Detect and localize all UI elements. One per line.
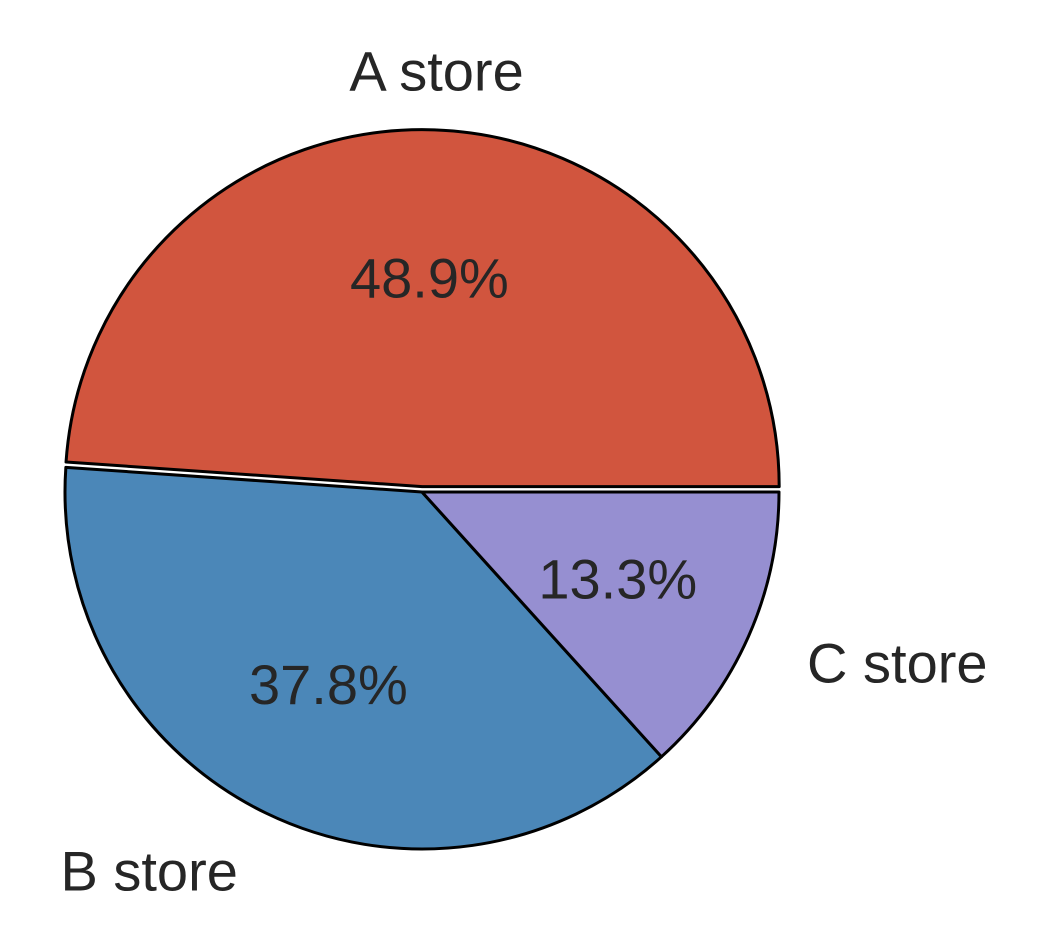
pie-labels: A store 48.9% B store 37.8% C store 13.3% <box>60 39 987 902</box>
slice-category-label: A store <box>349 39 523 102</box>
pie-slice-a-store <box>64 128 781 489</box>
pie-slice-c-store <box>420 490 781 759</box>
slice-percent-label: 48.9% <box>350 246 509 309</box>
slice-category-label: C store <box>807 631 988 694</box>
pie-slice-b-store <box>63 465 663 851</box>
pie-slices <box>63 128 781 851</box>
slice-percent-label: 37.8% <box>249 653 408 716</box>
slice-category-label: B store <box>60 839 237 902</box>
slice-percent-label: 13.3% <box>538 547 697 610</box>
